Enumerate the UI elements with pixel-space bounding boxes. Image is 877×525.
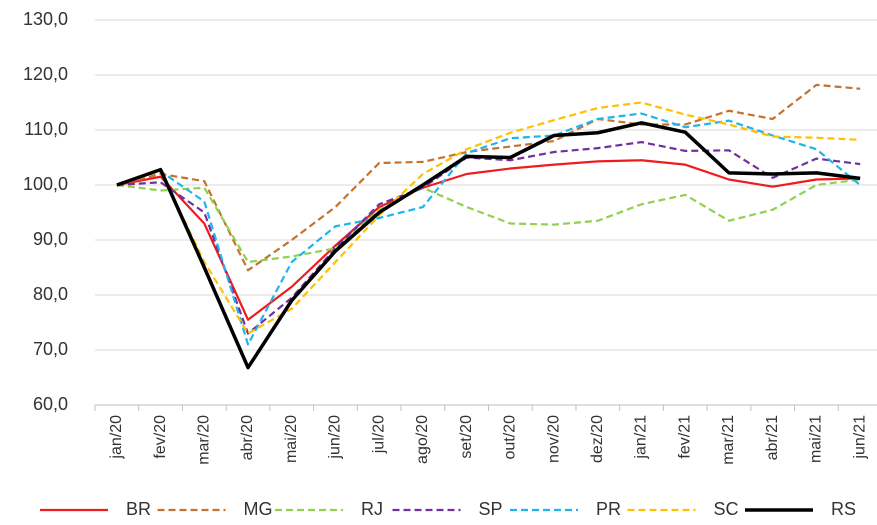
series-line xyxy=(116,121,861,370)
x-tick-label: fev/21 xyxy=(676,415,693,459)
x-tick-label: mai/21 xyxy=(808,415,825,463)
series-line xyxy=(116,141,861,335)
x-tick-label: dez/20 xyxy=(589,415,606,463)
y-tick-label: 130,0 xyxy=(23,9,68,29)
legend-label: SC xyxy=(714,499,739,519)
y-tick-label: 110,0 xyxy=(24,119,68,139)
legend-label: SP xyxy=(479,499,503,519)
legend-label: MG xyxy=(244,499,273,519)
x-tick-label: jan/21 xyxy=(633,415,650,460)
series-line xyxy=(116,178,861,264)
legend-label: PR xyxy=(596,499,621,519)
x-tick-label: nov/20 xyxy=(545,415,562,463)
y-tick-label: 120,0 xyxy=(23,64,68,84)
x-tick-label: mai/20 xyxy=(283,415,300,463)
series-line xyxy=(116,101,861,335)
legend-label: RS xyxy=(831,499,856,519)
x-tick-label: abr/21 xyxy=(764,415,781,460)
y-tick-label: 80,0 xyxy=(33,284,68,304)
x-tick-label: jun/21 xyxy=(851,415,868,460)
x-tick-label: abr/20 xyxy=(239,415,256,460)
y-tick-label: 90,0 xyxy=(33,229,68,249)
x-tick-label: jul/20 xyxy=(370,415,387,454)
y-tick-label: 60,0 xyxy=(33,394,68,414)
x-tick-label: mar/20 xyxy=(196,415,213,465)
x-tick-label: jan/20 xyxy=(108,415,125,460)
x-tick-label: jun/20 xyxy=(327,415,344,460)
x-tick-label: fev/20 xyxy=(152,415,169,459)
x-tick-label: set/20 xyxy=(458,415,475,459)
y-tick-label: 70,0 xyxy=(33,339,68,359)
x-tick-label: ago/20 xyxy=(414,415,431,464)
y-tick-label: 100,0 xyxy=(23,174,68,194)
x-tick-label: out/20 xyxy=(502,415,519,460)
x-tick-label: mar/21 xyxy=(720,415,737,465)
series-line xyxy=(116,159,861,321)
legend-label: BR xyxy=(126,499,151,519)
series-line xyxy=(116,83,861,272)
legend-label: RJ xyxy=(361,499,383,519)
